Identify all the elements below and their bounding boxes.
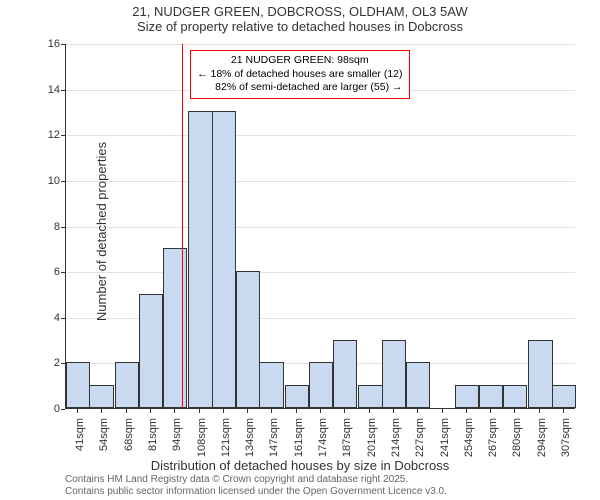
x-tick-label: 41sqm [74, 418, 86, 451]
y-tick-label: 6 [54, 266, 60, 278]
title-line-2: Size of property relative to detached ho… [0, 19, 600, 34]
x-tick-label: 267sqm [487, 418, 499, 457]
histogram-bar [479, 385, 503, 408]
histogram-bar [139, 294, 163, 408]
x-tick-label: 174sqm [317, 418, 329, 457]
histogram-bar [285, 385, 309, 408]
y-tick-label: 2 [54, 357, 60, 369]
annotation-box: 21 NUDGER GREEN: 98sqm← 18% of detached … [190, 50, 409, 99]
x-tick-label: 307sqm [560, 418, 572, 457]
y-tick-label: 8 [54, 221, 60, 233]
histogram-bar [503, 385, 527, 408]
x-tick-label: 254sqm [463, 418, 475, 457]
histogram-bar [89, 385, 113, 408]
x-tick-label: 280sqm [511, 418, 523, 457]
histogram-bar [552, 385, 576, 408]
y-tick-label: 4 [54, 312, 60, 324]
y-tick-label: 12 [48, 129, 60, 141]
histogram-bar [528, 340, 552, 408]
x-tick-label: 241sqm [439, 418, 451, 457]
x-tick-label: 121sqm [220, 418, 232, 457]
histogram-bar [188, 111, 212, 408]
y-tick-label: 16 [48, 38, 60, 50]
x-tick-label: 294sqm [536, 418, 548, 457]
x-tick-label: 161sqm [293, 418, 305, 457]
x-tick-label: 227sqm [414, 418, 426, 457]
histogram-bar [163, 248, 187, 408]
chart-titles: 21, NUDGER GREEN, DOBCROSS, OLDHAM, OL3 … [0, 4, 600, 34]
y-tick-label: 0 [54, 403, 60, 415]
x-tick-label: 68sqm [123, 418, 135, 451]
reference-line [182, 44, 183, 408]
x-tick-label: 94sqm [171, 418, 183, 451]
title-line-1: 21, NUDGER GREEN, DOBCROSS, OLDHAM, OL3 … [0, 4, 600, 19]
histogram-bar [212, 111, 236, 408]
histogram-bar [309, 362, 333, 408]
x-tick-label: 134sqm [244, 418, 256, 457]
histogram-bar [66, 362, 90, 408]
histogram-bar [406, 362, 430, 408]
x-tick-label: 187sqm [341, 418, 353, 457]
histogram-bar [259, 362, 283, 408]
x-tick-label: 108sqm [196, 418, 208, 457]
histogram-bar [358, 385, 382, 408]
histogram-bar [236, 271, 260, 408]
plot-area: 21 NUDGER GREEN: 98sqm← 18% of detached … [65, 44, 575, 409]
chart-footer: Contains HM Land Registry data © Crown c… [65, 474, 590, 498]
histogram-bar [455, 385, 479, 408]
histogram-bar [115, 362, 139, 408]
x-tick-label: 147sqm [268, 418, 280, 457]
x-tick-label: 81sqm [147, 418, 159, 451]
histogram-bar [382, 340, 406, 408]
y-tick-label: 10 [48, 175, 60, 187]
x-axis-label: Distribution of detached houses by size … [0, 458, 600, 473]
x-tick-label: 214sqm [390, 418, 402, 457]
histogram-bar [333, 340, 357, 408]
x-tick-label: 54sqm [98, 418, 110, 451]
y-tick-label: 14 [48, 84, 60, 96]
footer-line-2: Contains public sector information licen… [65, 486, 590, 498]
footer-line-1: Contains HM Land Registry data © Crown c… [65, 474, 590, 486]
x-tick-label: 201sqm [366, 418, 378, 457]
